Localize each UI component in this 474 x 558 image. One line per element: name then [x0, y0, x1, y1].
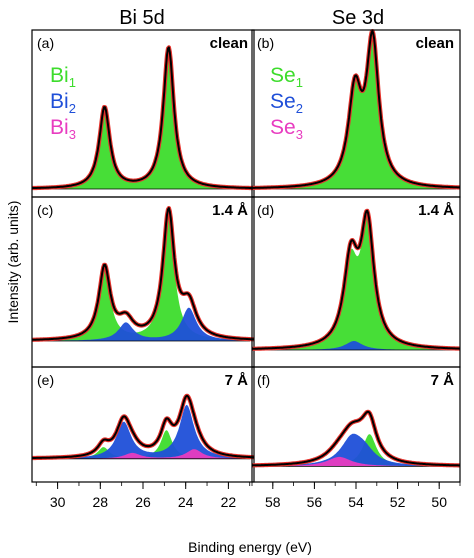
fit-envelope-d	[251, 209, 461, 350]
x-tick-label-f-54: 54	[348, 494, 364, 510]
panel-label-d: (d)	[257, 202, 274, 218]
x-tick-label-e-30: 30	[50, 494, 66, 510]
panel-frame-e	[31, 366, 255, 483]
x-axis-title: Binding energy (eV)	[188, 539, 312, 555]
x-tick-label-e-26: 26	[135, 494, 151, 510]
panel-label-b: (b)	[257, 35, 274, 51]
legend-bi1: Bi1	[50, 64, 76, 90]
fit-envelope-b	[251, 30, 461, 189]
legend-subscript: 3	[69, 127, 76, 142]
condition-label-a: clean	[210, 35, 248, 52]
legend-bi3: Bi3	[50, 116, 76, 142]
x-tick-label-f-50: 50	[431, 494, 447, 510]
component-se3-f	[252, 456, 460, 467]
panel-e: (e) 7 Å 30 28 26 24 22	[30, 366, 256, 510]
component-se1-b	[252, 31, 460, 189]
panel-c: (c) 1.4 Å	[30, 196, 256, 368]
panel-frame-a	[31, 29, 255, 198]
column-title-se-3d: Se 3d	[332, 7, 384, 29]
legend-subscript: 2	[69, 101, 76, 116]
condition-label-f: 7 Å	[431, 372, 455, 389]
component-se2-f	[252, 433, 460, 467]
legend-subscript: 1	[69, 75, 76, 90]
panel-label-e: (e)	[37, 372, 54, 388]
fit-envelope-a	[31, 46, 255, 190]
data-points-c	[30, 206, 256, 342]
panel-label-c: (c)	[37, 202, 53, 218]
panel-label-a: (a)	[37, 35, 54, 51]
fit-envelope-e	[31, 394, 255, 459]
condition-label-c: 1.4 Å	[212, 202, 248, 219]
legend-se3: Se3	[270, 116, 303, 142]
fit-envelope-c	[31, 207, 255, 341]
data-points-e	[30, 393, 256, 461]
fit-envelope-f	[251, 410, 461, 467]
legend-subscript: 1	[296, 75, 303, 90]
component-se2-d	[252, 341, 460, 350]
component-se1-d	[252, 214, 460, 350]
column-title-bi-5d: Bi 5d	[119, 7, 165, 29]
x-tick-label-f-58: 58	[265, 494, 281, 510]
x-tick-label-e-24: 24	[178, 494, 194, 510]
component-bi1-c	[32, 214, 254, 341]
panel-f: (f) 7 Å 58 56 54 52 50	[250, 366, 462, 510]
x-tick-label-f-56: 56	[307, 494, 323, 510]
legend-subscript: 2	[296, 101, 303, 116]
legend-se1: Se1	[270, 64, 303, 90]
legend-bi2: Bi2	[50, 90, 76, 116]
panel-label-f: (f)	[257, 372, 270, 388]
x-tick-label-e-28: 28	[93, 494, 109, 510]
panel-frame-c	[31, 196, 255, 368]
component-bi2-c	[32, 307, 254, 341]
condition-label-e: 7 Å	[225, 372, 249, 389]
component-bi3-e	[32, 449, 254, 459]
component-bi2-e	[32, 404, 254, 459]
legend-subscript: 3	[296, 127, 303, 142]
x-tick-label-e-22: 22	[221, 494, 237, 510]
condition-label-d: 1.4 Å	[418, 202, 454, 219]
x-tick-label-f-52: 52	[390, 494, 406, 510]
panel-d: (d) 1.4 Å	[250, 196, 462, 368]
condition-label-b: clean	[416, 35, 454, 52]
y-axis-title: Intensity (arb. units)	[5, 201, 21, 324]
legend-se2: Se2	[270, 90, 303, 116]
